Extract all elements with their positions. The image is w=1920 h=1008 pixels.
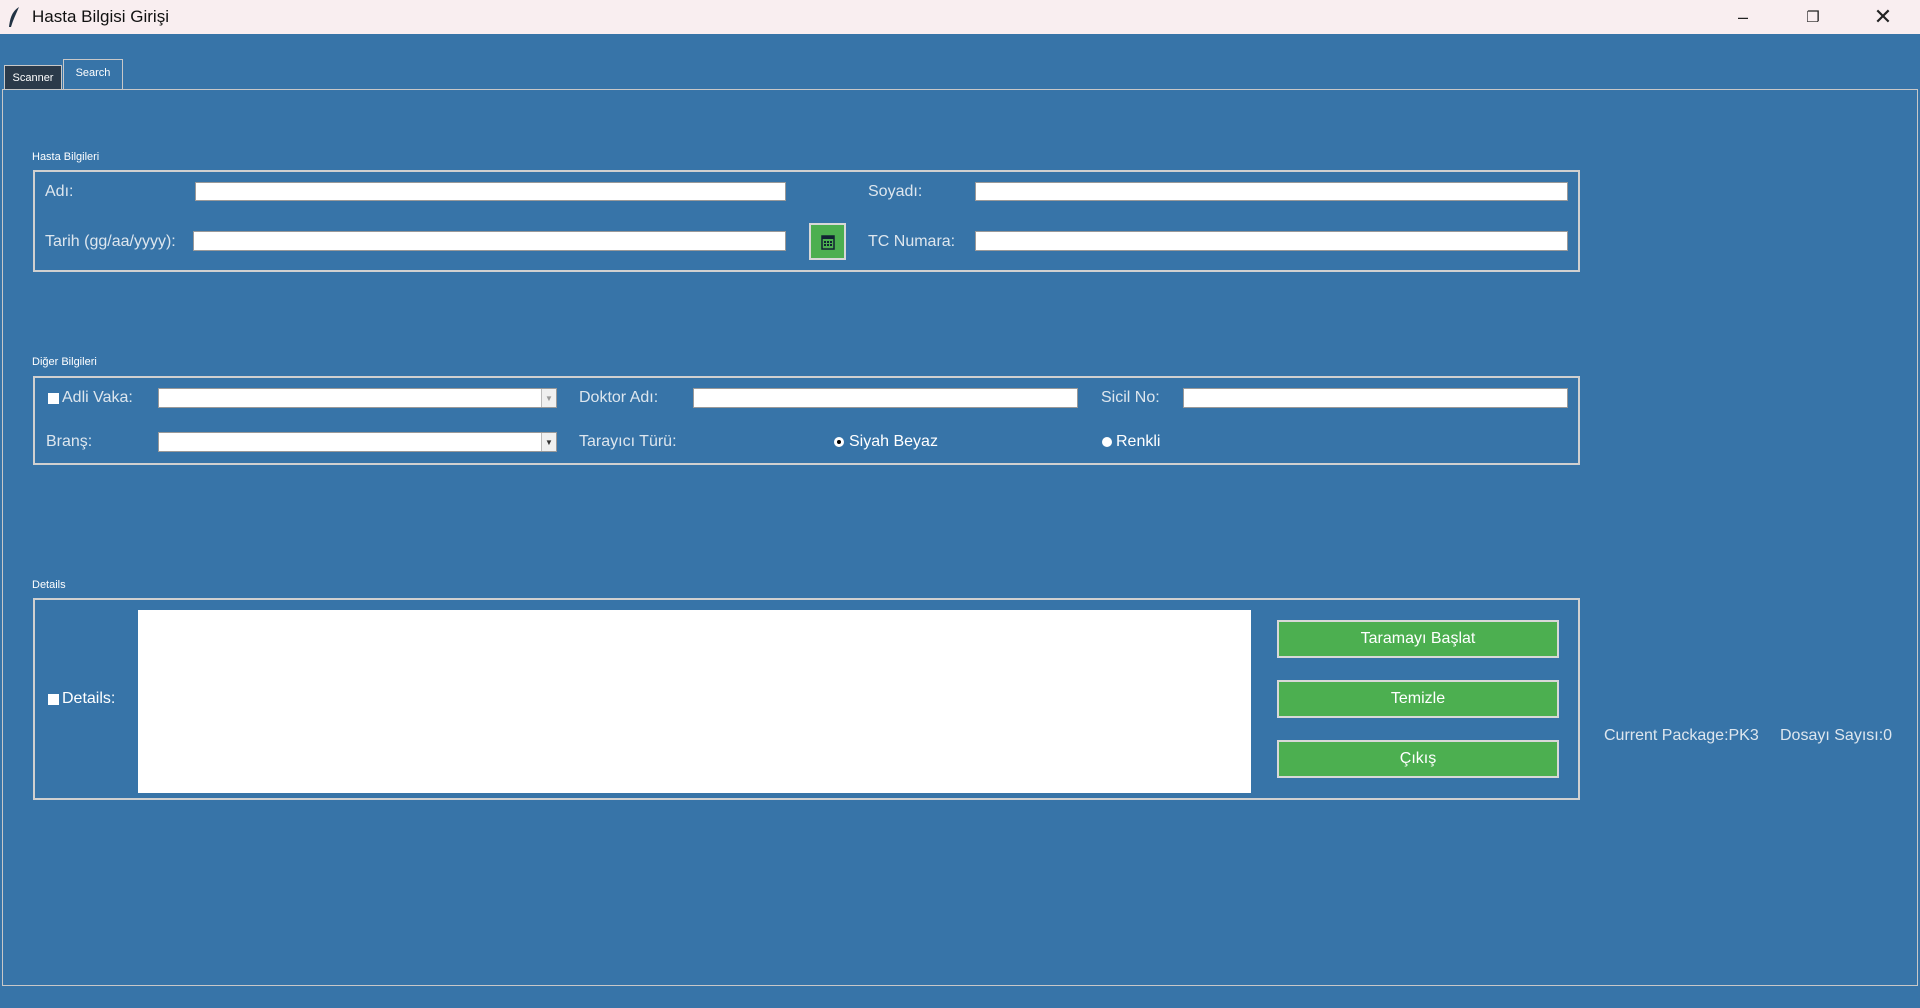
details-frame — [33, 598, 1580, 800]
file-count-status: Dosayı Sayısı:0 — [1780, 727, 1893, 744]
tarih-input[interactable] — [193, 231, 786, 251]
start-scan-button[interactable]: Taramayı Başlat — [1277, 620, 1559, 658]
diger-bilgileri-frame — [33, 376, 1580, 465]
hasta-bilgileri-frame — [33, 170, 1580, 272]
renkli-label: Renkli — [1116, 433, 1161, 450]
doktor-input[interactable] — [693, 388, 1078, 408]
soyadi-label: Soyadı: — [868, 183, 923, 200]
tc-label: TC Numara: — [868, 233, 956, 250]
tarih-label: Tarih (gg/aa/yyyy): — [45, 233, 176, 250]
adli-vaka-checkbox[interactable] — [48, 393, 59, 404]
adi-input[interactable] — [195, 182, 786, 201]
details-label: Details: — [62, 690, 116, 707]
tab-search[interactable]: Search — [63, 59, 123, 89]
details-checkbox[interactable] — [48, 694, 59, 705]
clear-button[interactable]: Temizle — [1277, 680, 1559, 718]
exit-button[interactable]: Çıkış — [1277, 740, 1559, 778]
doktor-label: Doktor Adı: — [579, 389, 659, 406]
adli-vaka-label: Adli Vaka: — [62, 389, 133, 406]
current-package-status: Current Package:PK3 — [1604, 727, 1759, 744]
calendar-button[interactable] — [809, 223, 846, 260]
sicil-input[interactable] — [1183, 388, 1568, 408]
calendar-icon — [820, 234, 835, 250]
soyadi-input[interactable] — [975, 182, 1568, 201]
title-bar: Hasta Bilgisi Girişi – ❐ ✕ — [0, 0, 1920, 34]
hasta-bilgileri-title: Hasta Bilgileri — [32, 151, 100, 163]
radio-renkli[interactable] — [1102, 437, 1112, 447]
details-textarea[interactable] — [138, 610, 1251, 793]
close-icon[interactable]: ✕ — [1873, 4, 1893, 29]
adi-label: Adı: — [45, 183, 74, 200]
brans-combobox[interactable]: ▼ — [158, 432, 557, 452]
adli-vaka-combobox[interactable]: ▼ — [158, 388, 557, 408]
scanner-panel — [2, 89, 1918, 986]
siyah-beyaz-label: Siyah Beyaz — [849, 433, 938, 450]
minimize-icon[interactable]: – — [1737, 6, 1748, 27]
chevron-down-icon[interactable]: ▼ — [541, 433, 556, 451]
restore-icon[interactable]: ❐ — [1806, 9, 1820, 26]
radio-siyah-beyaz[interactable] — [834, 437, 844, 447]
window-title: Hasta Bilgisi Girişi — [32, 7, 169, 26]
details-title: Details — [32, 579, 66, 591]
tarayici-label: Tarayıcı Türü: — [579, 433, 677, 450]
tc-input[interactable] — [975, 231, 1568, 251]
feather-icon — [9, 7, 19, 27]
diger-bilgileri-title: Diğer Bilgileri — [32, 356, 97, 368]
chevron-down-icon[interactable]: ▼ — [541, 389, 556, 407]
tab-scanner[interactable]: Scanner — [4, 65, 62, 89]
sicil-label: Sicil No: — [1101, 389, 1160, 406]
brans-label: Branş: — [46, 433, 93, 450]
